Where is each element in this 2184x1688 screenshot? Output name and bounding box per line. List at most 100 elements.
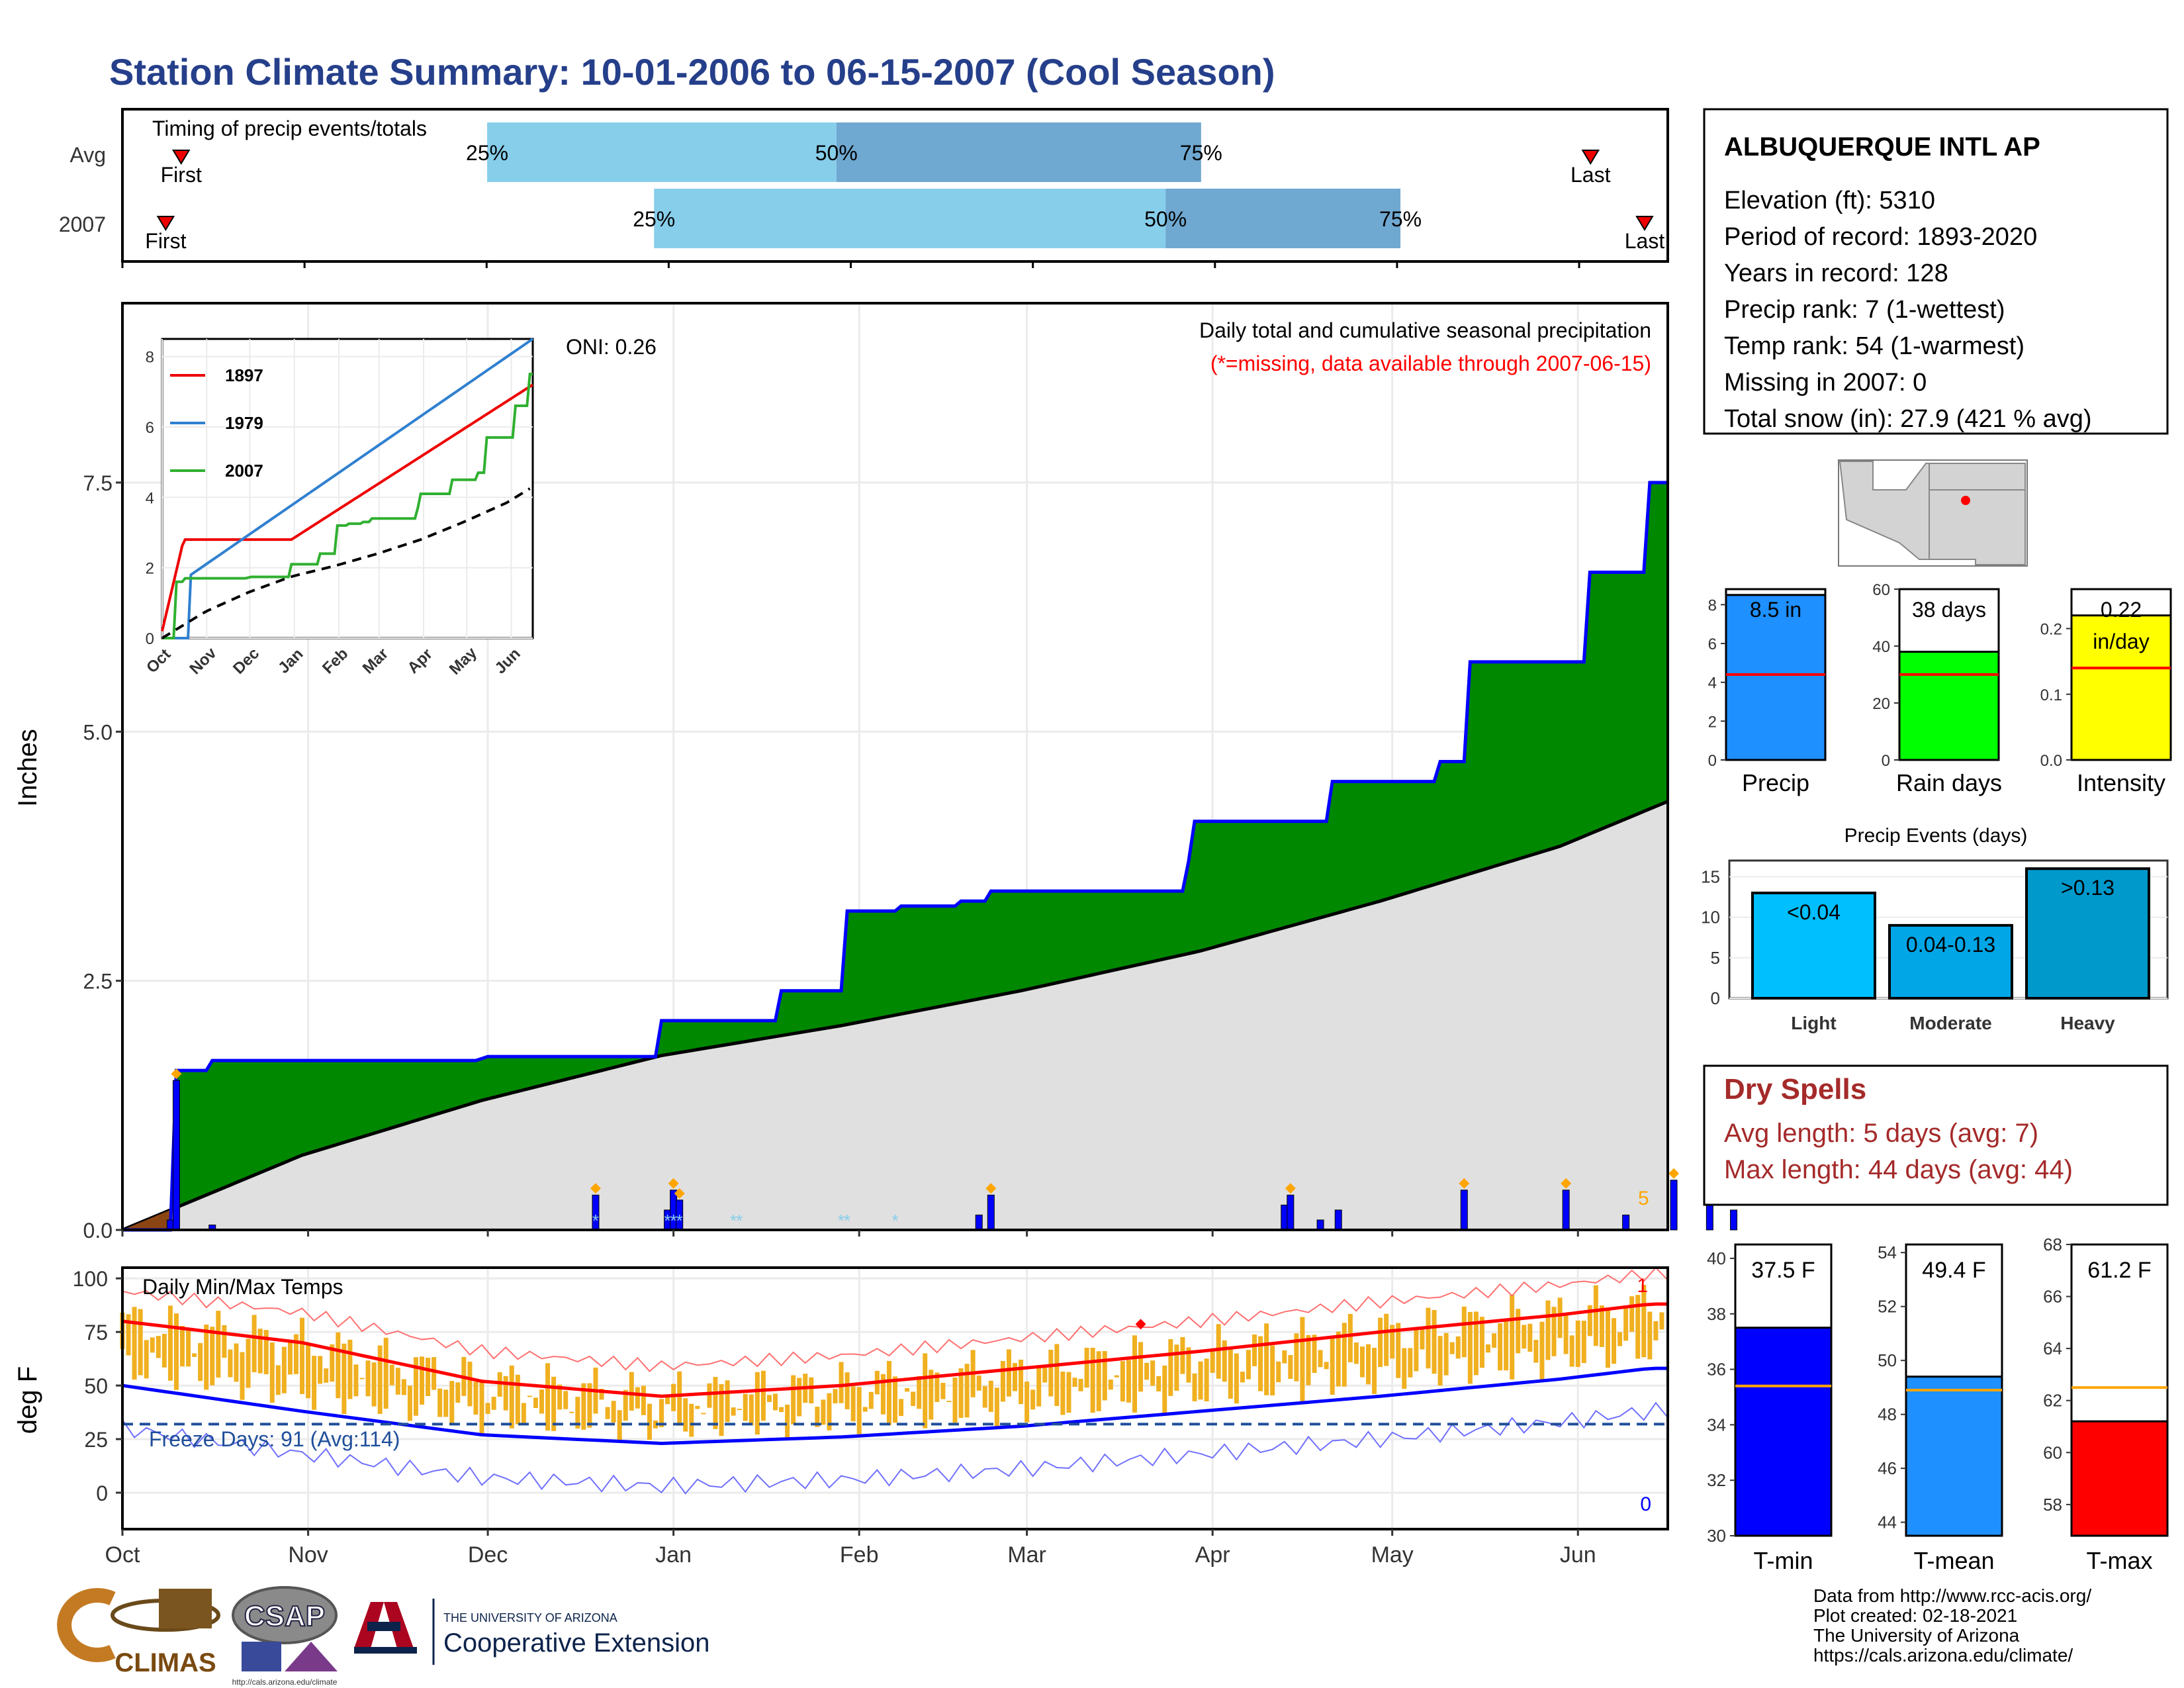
- daily-temp-bar: [1563, 1315, 1569, 1354]
- daily-temp-bar: [1359, 1346, 1365, 1378]
- station-name: ALBUQUERQUE INTL AP: [1724, 132, 2040, 162]
- precip-ytick: 0.0: [83, 1219, 113, 1243]
- climas-wordmark: CLIMAS: [114, 1648, 216, 1677]
- summary-bar-Precip: [1725, 594, 1827, 761]
- daily-temp-bar: [228, 1349, 233, 1378]
- daily-temp-bar: [324, 1368, 329, 1383]
- daily-precip-bar: [1670, 1180, 1678, 1231]
- inset-series-1979: [162, 338, 534, 639]
- daily-temp-bar: [1282, 1350, 1287, 1364]
- summary-bar-Rain days: [1898, 651, 2000, 761]
- normal-precip-line: [122, 800, 1668, 1232]
- dry-spells-box: Dry Spells Avg length: 5 days (avg: 7) M…: [1703, 1064, 2169, 1206]
- daily-temp-bar: [1258, 1336, 1263, 1391]
- daily-temp-bar: [982, 1385, 987, 1408]
- summary-tick-label: 0: [1882, 752, 1890, 770]
- daily-temp-bar: [1000, 1361, 1005, 1402]
- daily-precip-bar: [1316, 1219, 1324, 1231]
- daily-temp-bar: [395, 1368, 400, 1395]
- temp-tick-label: 66: [2043, 1287, 2062, 1307]
- last-marker-2007: [1635, 216, 1654, 231]
- daily-temp-bar: [1408, 1348, 1413, 1378]
- temp-tick-label: 40: [1707, 1248, 1726, 1268]
- station-line-1: Period of record: 1893-2020: [1724, 223, 2037, 251]
- daily-temp-bar: [420, 1356, 425, 1405]
- daily-temp-bar: [467, 1361, 473, 1407]
- daily-temp-bar: [1443, 1333, 1449, 1376]
- temp-label-T-max: T-max: [2086, 1547, 2152, 1574]
- temp-tick-label: 38: [1707, 1304, 1726, 1324]
- daily-temp-bar: [275, 1365, 281, 1395]
- daily-temp-bar: [779, 1407, 784, 1413]
- daily-temp-bar: [180, 1325, 185, 1367]
- daily-temp-bar: [383, 1337, 388, 1409]
- daily-temp-bar: [336, 1332, 341, 1399]
- ua-top-text: THE UNIVERSITY OF ARIZONA: [443, 1611, 617, 1624]
- temp-ytick: 50: [84, 1374, 108, 1398]
- daily-temp-bar: [929, 1370, 934, 1420]
- daily-temp-bar: [1498, 1323, 1503, 1371]
- temp-summary-bars: 30 32 34 36 38 40 37.5 F T-min 44 46 48 50 52 54 49.4 …: [1707, 1235, 2169, 1574]
- daily-temp-bar: [1030, 1389, 1036, 1410]
- daily-temp-bar: [653, 1420, 658, 1429]
- daily-temp-bar: [880, 1374, 886, 1415]
- daily-temp-bar: [976, 1375, 981, 1391]
- daily-temp-bar: [689, 1403, 694, 1437]
- daily-precip-bar: [1622, 1214, 1630, 1231]
- inset-ytick: 2: [146, 560, 154, 578]
- oni-label: ONI: 0.26: [566, 335, 657, 359]
- daily-temp-bar: [1539, 1321, 1545, 1380]
- events-value-Moderate: 0.04-0.13: [1906, 933, 1995, 957]
- events-bar-Light: [1751, 891, 1876, 1000]
- daily-temp-bar: [497, 1372, 502, 1397]
- temp-ytick: 100: [73, 1267, 108, 1291]
- temp-tick-label: 68: [2043, 1235, 2062, 1254]
- heavy-event-marker: [668, 1178, 679, 1189]
- daily-temp-bar: [377, 1345, 383, 1414]
- daily-temp-bar: [557, 1384, 563, 1410]
- daily-temp-bar: [1533, 1340, 1539, 1363]
- daily-temp-bar: [1396, 1323, 1401, 1378]
- daily-temp-bar: [1120, 1361, 1125, 1402]
- summary-tick-label: 0.2: [2040, 621, 2062, 639]
- daily-temp-bar: [893, 1376, 897, 1423]
- daily-temp-bar: [605, 1407, 610, 1419]
- daily-temp-bar: [491, 1397, 496, 1410]
- daily-temp-bar: [263, 1330, 269, 1375]
- month-label: Oct: [105, 1542, 140, 1568]
- daily-temp-bar: [587, 1383, 592, 1428]
- summary-tick-label: 60: [1872, 581, 1890, 599]
- quartile-bar-q3-Avg: [836, 122, 1201, 182]
- last-label-Avg: Last: [1570, 163, 1611, 187]
- daily-temp-bar: [539, 1389, 545, 1414]
- daily-temp-bar: [1437, 1336, 1443, 1386]
- month-label: Mar: [1007, 1542, 1046, 1568]
- daily-temp-bar: [1479, 1317, 1484, 1368]
- climas-logo: CLIMAS: [57, 1588, 220, 1677]
- daily-temp-bar: [1042, 1366, 1048, 1383]
- temp-tick-label: 54: [1878, 1243, 1897, 1262]
- month-label: Jun: [1560, 1542, 1596, 1568]
- inset-ytick: 4: [146, 489, 154, 507]
- temp-bar-T-min: [1734, 1327, 1833, 1537]
- temp-tick-label: 48: [1878, 1405, 1897, 1425]
- events-ytick: 5: [1711, 948, 1720, 968]
- temp-tick-label: 52: [1878, 1297, 1897, 1317]
- daily-temp-bar: [515, 1374, 520, 1425]
- daily-temp-bar: [306, 1342, 311, 1399]
- dry-title: Dry Spells: [1724, 1073, 1866, 1105]
- temp-tick-label: 36: [1707, 1360, 1726, 1380]
- daily-temp-bar: [964, 1364, 970, 1418]
- events-cat-Moderate: Moderate: [1909, 1013, 1991, 1033]
- daily-temp-bar: [1516, 1309, 1521, 1354]
- summary-label-Precip: Precip: [1742, 769, 1809, 796]
- footer-line-1: Plot created: 02-18-2021: [1813, 1605, 2017, 1626]
- daily-temp-bar: [569, 1411, 574, 1413]
- daily-temp-bar: [161, 1334, 167, 1368]
- daily-temp-bar: [287, 1340, 293, 1375]
- temp-bar-T-mean: [1905, 1376, 2003, 1537]
- daily-temp-bar: [749, 1394, 754, 1426]
- temp-label-T-min: T-min: [1754, 1547, 1813, 1574]
- daily-temp-bar: [1174, 1344, 1179, 1391]
